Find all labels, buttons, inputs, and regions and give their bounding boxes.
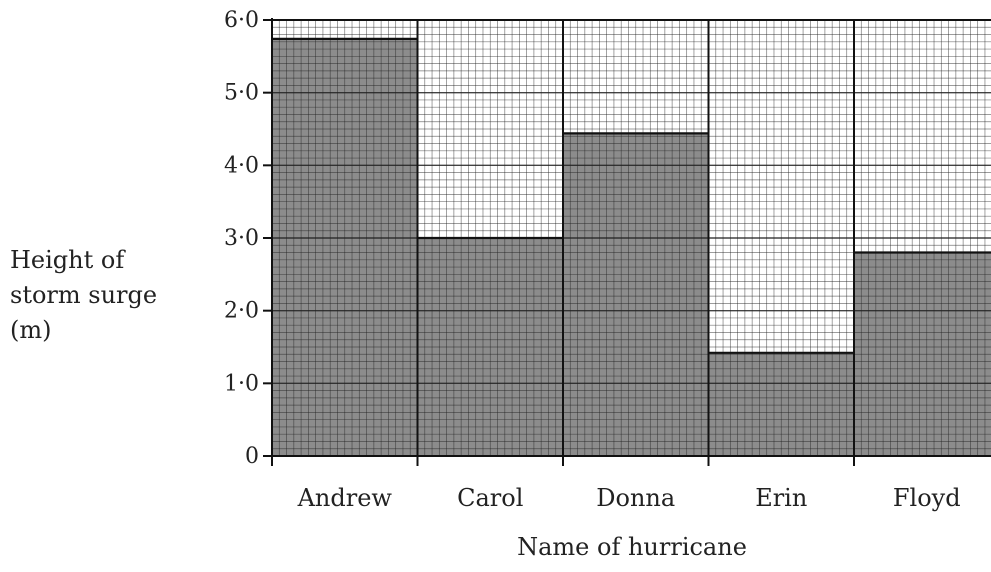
y-tick-labels: 0 1·0 2·0 3·0 4·0 5·0 6·0 [224,8,259,469]
y-axis-title-line-1: Height of [10,246,126,274]
y-tick-label: 0 [245,444,259,469]
category-labels: Andrew Carol Donna Erin Floyd [297,484,961,512]
y-axis-title-line-3: (m) [10,316,51,344]
y-tick-label: 5·0 [224,81,259,106]
grid-lines [271,19,991,457]
y-tick-label: 4·0 [224,153,259,178]
x-axis-title: Name of hurricane [517,533,747,561]
y-axis-title-line-2: storm surge [10,281,157,309]
bar-outlines [271,19,991,456]
y-tick-label: 2·0 [224,299,259,324]
y-tick-label: 6·0 [224,8,259,33]
category-label-andrew: Andrew [297,484,393,512]
axes [263,18,991,466]
y-tick-label: 3·0 [224,226,259,251]
category-label-carol: Carol [457,484,523,512]
category-label-erin: Erin [755,484,807,512]
y-tick-label: 1·0 [224,371,259,396]
y-axis-title: Height of storm surge (m) [10,246,165,344]
category-label-donna: Donna [596,484,675,512]
category-label-floyd: Floyd [893,484,961,512]
